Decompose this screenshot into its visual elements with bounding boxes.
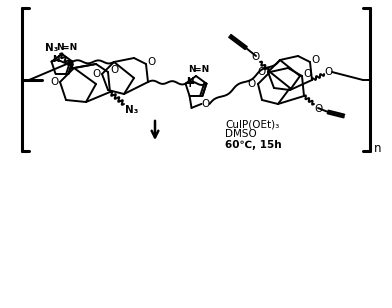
Text: N: N	[52, 55, 59, 64]
Text: O: O	[92, 69, 100, 79]
Text: 60℃, 15h: 60℃, 15h	[225, 140, 281, 150]
Text: N: N	[186, 77, 193, 86]
Text: O: O	[251, 52, 259, 62]
Text: DMSO: DMSO	[225, 129, 257, 139]
Text: O: O	[50, 77, 58, 87]
Text: +: +	[185, 76, 195, 90]
Text: N: N	[188, 64, 196, 74]
Text: =N: =N	[194, 64, 210, 74]
Text: CuIP(OEt)₃: CuIP(OEt)₃	[225, 119, 279, 129]
Text: O: O	[258, 67, 266, 77]
Text: n: n	[374, 141, 382, 155]
Text: O: O	[110, 65, 118, 75]
Text: O: O	[148, 57, 156, 67]
Text: N: N	[56, 43, 64, 51]
Text: O: O	[325, 67, 333, 77]
Text: O: O	[315, 104, 323, 114]
Text: O: O	[201, 99, 210, 109]
Text: O: O	[247, 79, 255, 89]
Text: N₃: N₃	[45, 43, 59, 53]
Text: O: O	[312, 55, 320, 65]
Text: =N: =N	[62, 43, 78, 51]
Text: O: O	[304, 69, 312, 79]
Text: N₃: N₃	[125, 105, 139, 115]
